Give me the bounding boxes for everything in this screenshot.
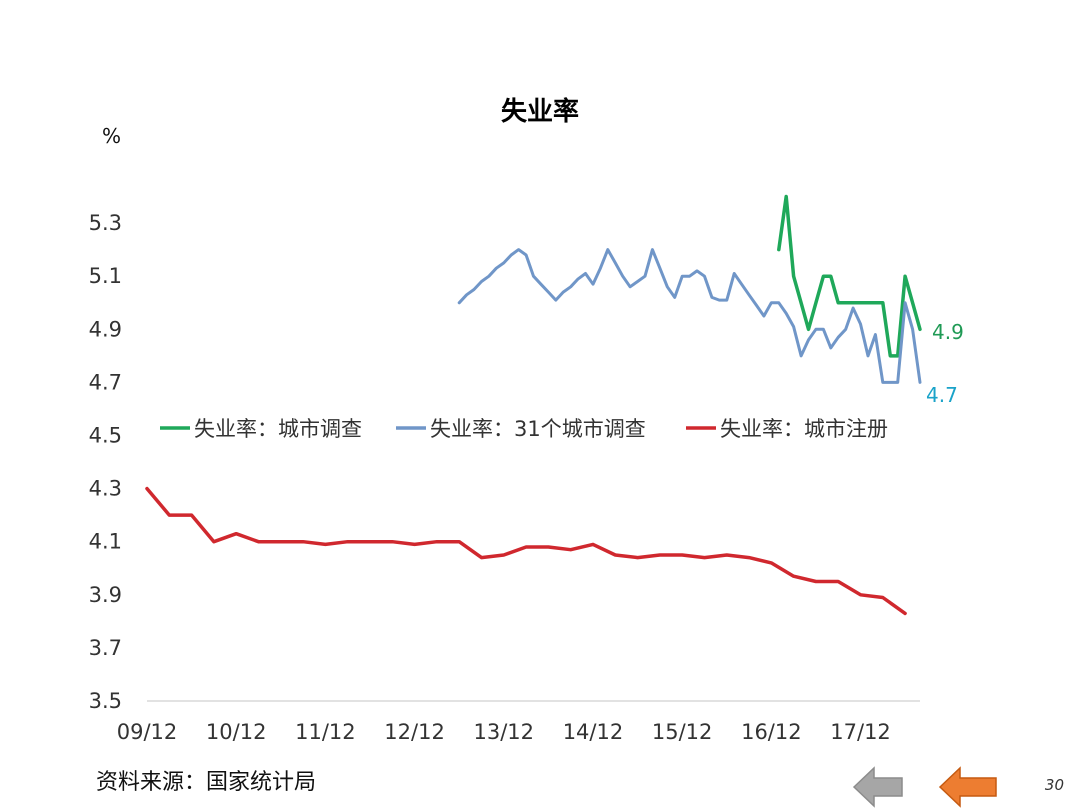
chart-title: 失业率: [501, 96, 579, 127]
x-tick-label: 16/12: [741, 720, 802, 744]
previous-page-arrow-icon[interactable]: [852, 766, 912, 808]
end-labels: 4.9 4.7: [926, 320, 964, 407]
series-layer: [145, 194, 922, 616]
y-tick-label: 3.7: [89, 636, 122, 660]
page-number: 30: [1044, 776, 1064, 794]
x-tick-label: 15/12: [652, 720, 713, 744]
legend-label: 失业率：城市调查: [194, 417, 362, 441]
series-line-1: [777, 194, 922, 358]
x-tick-label: 12/12: [384, 720, 445, 744]
y-tick-label: 3.9: [89, 583, 122, 607]
next-page-arrow-icon[interactable]: [938, 766, 998, 808]
x-tick-label: 10/12: [206, 720, 267, 744]
y-tick-label: 4.1: [89, 530, 122, 554]
y-tick-label: 4.5: [89, 424, 122, 448]
y-axis: 3.5 3.7 3.9 4.1 4.3 4.5 4.7 4.9 5.1 5.3: [89, 211, 122, 713]
legend-background: [152, 409, 920, 447]
x-tick-label: 11/12: [295, 720, 356, 744]
legend-label: 失业率：31个城市调查: [430, 417, 646, 441]
series-line-2: [457, 248, 922, 384]
y-tick-label: 5.3: [89, 211, 122, 235]
y-tick-label: 5.1: [89, 264, 122, 288]
x-tick-label: 14/12: [563, 720, 624, 744]
y-axis-unit: %: [102, 124, 121, 148]
x-tick-label: 09/12: [117, 720, 178, 744]
x-tick-label: 13/12: [474, 720, 535, 744]
y-tick-label: 4.3: [89, 477, 122, 501]
legend-label: 失业率：城市注册: [720, 417, 888, 441]
series-line-3: [145, 486, 907, 616]
source-note: 资料来源：国家统计局: [96, 770, 317, 795]
x-axis: 09/12 10/12 11/12 12/12 13/12 14/12 15/12 16/12…: [117, 720, 891, 744]
y-tick-label: 4.9: [89, 317, 122, 341]
series-end-label: 4.9: [932, 320, 964, 344]
series-end-label: 4.7: [926, 383, 958, 407]
legend: 失业率：城市调查 失业率：31个城市调查 失业率：城市注册: [152, 409, 920, 447]
y-tick-label: 4.7: [89, 370, 122, 394]
x-tick-label: 17/12: [830, 720, 891, 744]
y-tick-label: 3.5: [89, 689, 122, 713]
